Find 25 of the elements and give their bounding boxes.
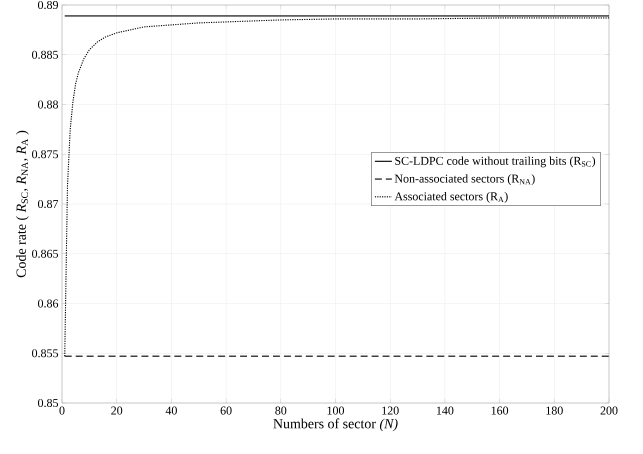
legend-label: Non-associated sectors (R$_{NA}$)	[394, 174, 535, 186]
x-axis-title: Numbers of sector (N)	[273, 418, 398, 432]
y-tick-label: 0.89	[38, 0, 58, 10]
y-tick-label: 0.875	[32, 150, 58, 158]
y-tick-label: 0.87	[38, 200, 58, 208]
y-tick-label: 0.88	[38, 100, 58, 109]
x-tick-label: 60	[220, 406, 232, 415]
x-tick-label: 200	[600, 406, 618, 415]
x-tick-label: 80	[275, 406, 286, 415]
y-tick-label: 0.855	[32, 349, 58, 358]
y-tick-label: 0.86	[38, 299, 58, 308]
text: Code rate ( R$_{SC}$, R$_{NA}$, R$_{A}$ )	[16, 130, 29, 278]
x-tick-label: 120	[382, 406, 399, 415]
x-tick-label: 40	[166, 406, 177, 415]
x-tick-label: 0	[59, 406, 65, 415]
x-tick-label: 160	[492, 406, 508, 415]
legend-label: SC-LDPC code without trailing bits (R$_{SC}$)	[395, 156, 596, 168]
y-tick-label: 0.885	[32, 50, 58, 59]
x-tick-label: 180	[546, 406, 563, 415]
x-tick-label: 20	[111, 406, 122, 415]
x-tick-label: 140	[436, 406, 454, 415]
legend-label: Associated sectors (R$_{A}$)	[394, 192, 508, 203]
x-tick-label: 100	[328, 406, 344, 415]
y-tick-label: 0.85	[38, 398, 58, 408]
y-tick-label: 0.865	[32, 250, 58, 258]
